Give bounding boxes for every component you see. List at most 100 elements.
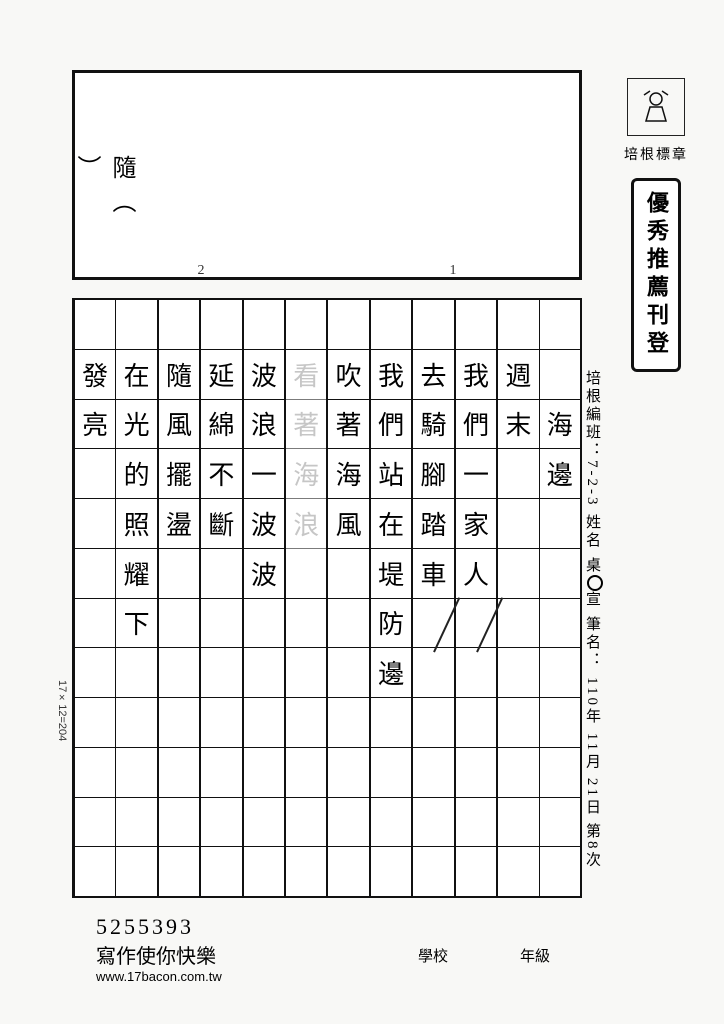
- grid-cell: [244, 648, 284, 698]
- class-label: 培根編班：: [584, 370, 600, 460]
- side-labels: 培根標章 優秀推薦刊登: [606, 70, 706, 372]
- grid-cell: [540, 599, 580, 649]
- grid-cell: [116, 798, 156, 848]
- grid-cell: 站: [371, 449, 411, 499]
- grid-cell: [371, 847, 411, 896]
- grid-cell: [456, 599, 496, 649]
- grid-cell: 防: [371, 599, 411, 649]
- class-row: 培根編班：7-2-3: [584, 370, 600, 514]
- seq-post: 次: [584, 852, 600, 870]
- grid-cell: 末: [498, 400, 538, 450]
- grid-cell: 浪: [244, 400, 284, 450]
- grid-cell: 盪: [159, 499, 199, 549]
- grid-cell: [498, 499, 538, 549]
- month: 11: [584, 732, 600, 752]
- grid-cell: [244, 798, 284, 848]
- grid-cell: [159, 648, 199, 698]
- grid-cell: [75, 599, 115, 649]
- grid-cell: [456, 698, 496, 748]
- grid-cell: [201, 648, 241, 698]
- grid-cell: 們: [371, 400, 411, 450]
- grid-column: 在光的照耀下: [115, 300, 157, 896]
- grid-cell: [286, 549, 326, 599]
- grid-cell: [540, 698, 580, 748]
- grid-cell: [159, 748, 199, 798]
- grid-cell: 照: [116, 499, 156, 549]
- grid-column: 週末: [497, 300, 539, 896]
- grid-cell: [244, 599, 284, 649]
- grid-cell: [159, 798, 199, 848]
- grid-cell: [540, 648, 580, 698]
- grid-cell: 綿: [201, 400, 241, 450]
- grid-cell: [159, 300, 199, 350]
- grid-column: 吹著海風: [327, 300, 369, 896]
- grid-column: 我們站在堤防邊: [370, 300, 412, 896]
- name-label: 姓名: [584, 514, 600, 550]
- grid-cell: [75, 449, 115, 499]
- grid-cell: [75, 748, 115, 798]
- grid-cell: [413, 300, 453, 350]
- grid-cell: 不: [201, 449, 241, 499]
- grid-cell: [498, 698, 538, 748]
- grid-cell: [413, 698, 453, 748]
- grid-cell: 隨: [159, 350, 199, 400]
- grid-cell: 下: [116, 599, 156, 649]
- footer-left: 5255393 寫作使你快樂 www.17bacon.com.tw: [96, 914, 222, 984]
- grid-cell: [328, 798, 368, 848]
- grid-cell: 海: [328, 449, 368, 499]
- grid-cell: 海: [286, 449, 326, 499]
- grid-cell: 延: [201, 350, 241, 400]
- grid-cell: 吹: [328, 350, 368, 400]
- grid-column: 波浪一波波: [243, 300, 285, 896]
- grid-cell: [498, 599, 538, 649]
- logo-caption: 培根標章: [624, 144, 688, 164]
- seq-pre: 第: [584, 823, 600, 841]
- grid-column: 我們一家人: [455, 300, 497, 896]
- grid-cell: [498, 648, 538, 698]
- grid-cell: [286, 847, 326, 896]
- grid-cell: [498, 300, 538, 350]
- grid-cell: 波: [244, 499, 284, 549]
- grid-cell: [244, 847, 284, 896]
- grid-cell: [540, 798, 580, 848]
- year: 110: [584, 677, 600, 708]
- grid-cell: [201, 599, 241, 649]
- date-row: 110年 11月 21日: [584, 677, 600, 824]
- name-row: 姓名 桌宣: [584, 514, 600, 616]
- grid-cell: [201, 847, 241, 896]
- grid-cell: 家: [456, 499, 496, 549]
- grid-cell: [328, 748, 368, 798]
- grid-cell: [286, 648, 326, 698]
- grid-cell: 亮: [75, 400, 115, 450]
- note-char: 隨: [108, 155, 134, 189]
- note-n2: 2: [198, 263, 205, 279]
- grid-cell: [244, 748, 284, 798]
- grid-cell: [75, 300, 115, 350]
- grid-cell: 我: [456, 350, 496, 400]
- day-unit: 日: [584, 798, 600, 816]
- grid-cell: [201, 300, 241, 350]
- grid-cell: [456, 748, 496, 798]
- footer-number: 5255393: [96, 914, 222, 940]
- grid-column: 去騎腳踏車: [412, 300, 454, 896]
- grade-label: 年級: [520, 945, 550, 966]
- grid-cell: [328, 648, 368, 698]
- grid-cell: [75, 698, 115, 748]
- grid-cell: 波: [244, 350, 284, 400]
- note-numbers: 2 1: [75, 263, 579, 279]
- grid-cell: 去: [413, 350, 453, 400]
- name-pre: 桌: [584, 557, 600, 575]
- grid-cell: [75, 549, 115, 599]
- grid-cell: [286, 599, 326, 649]
- grid-cell: [75, 648, 115, 698]
- grid-cell: [540, 350, 580, 400]
- day: 21: [584, 777, 600, 798]
- year-unit: 年: [584, 707, 600, 725]
- footer-url: www.17bacon.com.tw: [96, 969, 222, 984]
- page: 培根標章 優秀推薦刊登 培根編班：7-2-3 姓名 桌宣 筆名： 110年 11…: [0, 0, 724, 1024]
- grid-cell: [116, 698, 156, 748]
- grid-cell: [413, 599, 453, 649]
- grid-cell: [286, 300, 326, 350]
- grid-cell: [371, 698, 411, 748]
- grid-cell: 浪: [286, 499, 326, 549]
